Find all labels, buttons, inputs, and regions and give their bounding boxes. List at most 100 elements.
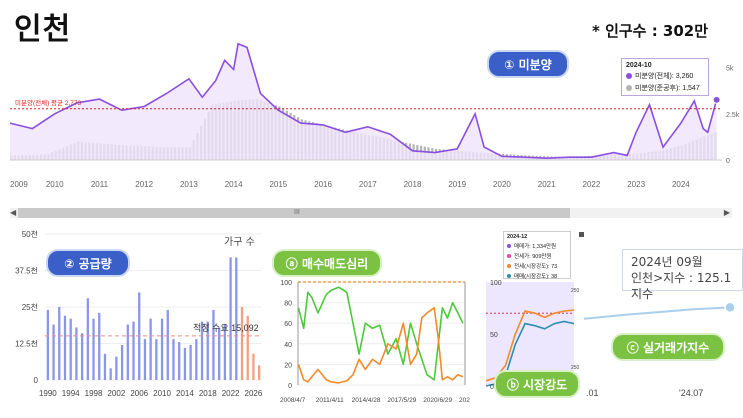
supply-x-tick: 2014 bbox=[176, 389, 194, 398]
unsold-x-tick: 2017 bbox=[359, 180, 377, 189]
supply-bar bbox=[69, 318, 72, 380]
index-line bbox=[584, 306, 731, 320]
unsold-chart: 미분양(전체) 평균 2,773 2009 2010 2011 2012 2013 2014… bbox=[9, 42, 740, 189]
strength-tip-dot-4 bbox=[507, 274, 511, 278]
unsold-badge: ① 미분양 bbox=[487, 50, 569, 78]
strength-tip-dot-3 bbox=[507, 264, 511, 268]
supply-y-tick: 12.5천 bbox=[15, 339, 38, 349]
supply-bar bbox=[115, 356, 118, 380]
sentiment-buy-line bbox=[297, 286, 464, 381]
sentiment-sell-line bbox=[297, 307, 464, 384]
unsold-x-tick: 2019 bbox=[448, 180, 466, 189]
supply-bar bbox=[109, 368, 112, 380]
supply-bar bbox=[63, 315, 67, 380]
supply-bar bbox=[52, 324, 55, 380]
sentiment-x-tick: 2011/4/11 bbox=[316, 397, 344, 404]
unsold-x-tick: 2021 bbox=[538, 180, 556, 189]
unsold-x-tick: 2011 bbox=[91, 180, 109, 189]
supply-bar bbox=[75, 327, 78, 380]
sentiment-y-tick: 40 bbox=[284, 342, 292, 349]
sentiment-chart: 100 80 60 40 20 0 2008/4/7 2011/4/11 2014/4/28 20… bbox=[280, 280, 470, 404]
strength-tip-dot-1 bbox=[507, 244, 511, 248]
scroll-thumb[interactable]: III bbox=[18, 208, 570, 218]
strength-side-tick: 250 bbox=[571, 288, 580, 294]
unsold-x-tick: 2024 bbox=[672, 180, 690, 189]
strength-side-tick: 250 bbox=[571, 365, 580, 371]
strength-tip-date: 2024-12 bbox=[507, 234, 528, 240]
sentiment-x-tick: 2008/4/7 bbox=[280, 397, 306, 404]
strength-y-tick: 100 bbox=[490, 280, 502, 287]
supply-bar bbox=[80, 333, 84, 380]
scroll-left-icon[interactable]: ◀ bbox=[10, 208, 17, 217]
supply-y-tick: 50천 bbox=[22, 229, 38, 239]
supply-bar bbox=[86, 298, 89, 380]
supply-bar bbox=[120, 344, 124, 380]
supply-bar bbox=[200, 321, 204, 380]
supply-bar bbox=[252, 353, 255, 380]
unsold-x-tick: 2015 bbox=[269, 180, 287, 189]
index-last-point bbox=[724, 301, 736, 314]
city-title: 인천 bbox=[14, 12, 72, 47]
supply-x-tick: 2002 bbox=[107, 389, 125, 398]
sentiment-badge: ⓐ 매수매도심리 bbox=[272, 249, 382, 277]
supply-bar bbox=[240, 307, 244, 380]
supply-bar bbox=[166, 309, 169, 380]
sentiment-x-tick: 2023/8/7 bbox=[459, 397, 470, 404]
supply-bar bbox=[132, 321, 135, 380]
unsold-x-tick: 2022 bbox=[583, 180, 601, 189]
unsold-right-tick: 5k bbox=[726, 66, 734, 73]
strength-tip-row4: 매매(시장강도): 38 bbox=[514, 274, 558, 280]
supply-bar bbox=[178, 342, 181, 380]
market-strength-badge: ⓑ 시장강도 bbox=[494, 370, 580, 398]
index-tooltip: 2024년 09월 인천>지수 : 125.1지수 bbox=[622, 249, 743, 301]
supply-bar bbox=[172, 339, 175, 380]
unsold-tooltip: 2024-10 미분양(전체): 3,260 미분양(준공후): 1,547 bbox=[621, 58, 709, 96]
supply-bar bbox=[235, 257, 238, 380]
timeline-scrollbar[interactable]: ◀ III ▶ bbox=[10, 208, 732, 218]
supply-bar bbox=[229, 257, 232, 380]
supply-bar bbox=[98, 312, 101, 380]
unsold-threshold-label: 미분양(전체) 평균 2,773 bbox=[15, 98, 81, 107]
supply-x-tick: 1998 bbox=[85, 389, 103, 398]
unsold-x-tick: 2010 bbox=[46, 180, 64, 189]
tooltip-completed-text: 미분양(준공후): 1,547 bbox=[635, 85, 700, 92]
unsold-right-tick: 0 bbox=[726, 158, 730, 165]
strength-tip-row3: 전세(시장강도): 73 bbox=[514, 264, 558, 270]
supply-bar bbox=[126, 324, 129, 380]
supply-bar bbox=[160, 318, 164, 380]
unsold-total-line bbox=[9, 42, 718, 160]
supply-bar bbox=[155, 339, 158, 380]
supply-y-tick: 25천 bbox=[22, 302, 38, 312]
supply-bar bbox=[223, 324, 227, 380]
index-tip-date: 2024년 09월 bbox=[631, 255, 703, 269]
supply-bar bbox=[206, 321, 209, 380]
tooltip-completed-dot bbox=[626, 85, 632, 91]
strength-y-tick: 0 bbox=[490, 384, 494, 391]
supply-series-label: 가구 수 bbox=[224, 236, 255, 248]
supply-bar bbox=[189, 344, 192, 380]
real-price-index-chart: .01 '24.07 bbox=[584, 301, 736, 398]
sentiment-y-tick: 60 bbox=[284, 321, 292, 328]
supply-bar bbox=[183, 347, 187, 380]
supply-bar bbox=[149, 318, 152, 380]
unsold-area bbox=[10, 43, 717, 161]
strength-tooltip: 2024-12 매매가: 1,334만원 전세가: 909만원 전세(시장강도)… bbox=[503, 231, 571, 280]
supply-bar bbox=[103, 353, 107, 380]
supply-bar bbox=[195, 339, 198, 380]
unsold-last-point bbox=[712, 95, 721, 104]
real-price-index-badge: ⓒ 실거래가지수 bbox=[611, 333, 725, 361]
supply-demand-label: 적정 수요 15,092 bbox=[193, 322, 259, 333]
tooltip-date: 2024-10 bbox=[626, 62, 652, 69]
market-strength-chart: 100 50 0 250 250 bbox=[485, 232, 584, 391]
supply-bar bbox=[246, 315, 249, 380]
supply-bar bbox=[58, 307, 61, 380]
supply-y-tick: 0 bbox=[34, 376, 39, 385]
supply-bar bbox=[218, 327, 221, 380]
supply-bar bbox=[92, 318, 95, 380]
scroll-grip-icon[interactable]: III bbox=[294, 209, 300, 216]
supply-x-tick: 2018 bbox=[199, 389, 217, 398]
scroll-right-icon[interactable]: ▶ bbox=[723, 208, 730, 217]
supply-bar bbox=[258, 365, 261, 380]
unsold-x-tick: 2018 bbox=[404, 180, 422, 189]
